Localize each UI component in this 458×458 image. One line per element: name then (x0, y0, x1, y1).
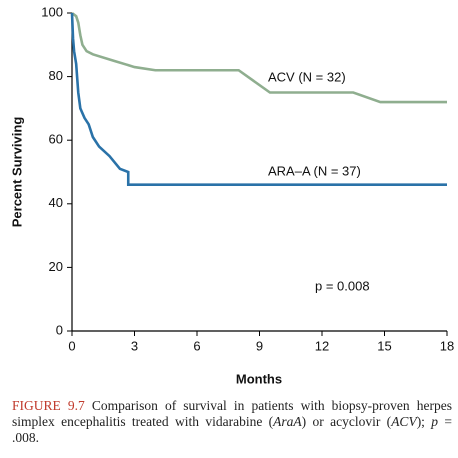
x-tick-label: 9 (256, 338, 263, 353)
y-tick-label: 0 (56, 322, 63, 337)
series-label: ACV (N = 32) (268, 69, 346, 84)
y-tick-label: 60 (49, 132, 63, 147)
y-tick-label: 40 (49, 195, 63, 210)
y-tick-label: 20 (49, 259, 63, 274)
x-tick-label: 0 (68, 338, 75, 353)
caption-text: AraA (273, 414, 302, 429)
chart: Percent Surviving Months p = 0.008 0 20 40… (9, 4, 454, 386)
caption-text: ) or acyclovir ( (301, 414, 392, 429)
caption-label: FIGURE 9.7 (12, 398, 85, 413)
y-axis-label: Percent Surviving (9, 117, 24, 228)
caption-text: Comparison of survival in patients with … (12, 398, 452, 429)
caption-text: p (431, 414, 439, 429)
annotation: p = 0.008 (315, 278, 370, 293)
x-tick-label: 15 (377, 338, 391, 353)
x-axis-label: Months (236, 371, 282, 386)
survival-line (71, 11, 447, 104)
y-tick-label: 80 (49, 68, 63, 83)
x-tick-label: 18 (440, 338, 454, 353)
x-tick-label: 6 (193, 338, 200, 353)
y-tick-label: 100 (41, 4, 63, 19)
x-tick-label: 12 (315, 338, 329, 353)
survival-line (70, 12, 447, 187)
caption-text: ); (416, 414, 432, 429)
caption-text: ACV (391, 414, 417, 429)
caption-text: = .008. (12, 414, 453, 445)
caption: FIGURE 9.7 Comparison of survival in pat… (12, 398, 452, 446)
series-label: ARA–A (N = 37) (268, 163, 361, 178)
x-tick-label: 3 (131, 338, 138, 353)
